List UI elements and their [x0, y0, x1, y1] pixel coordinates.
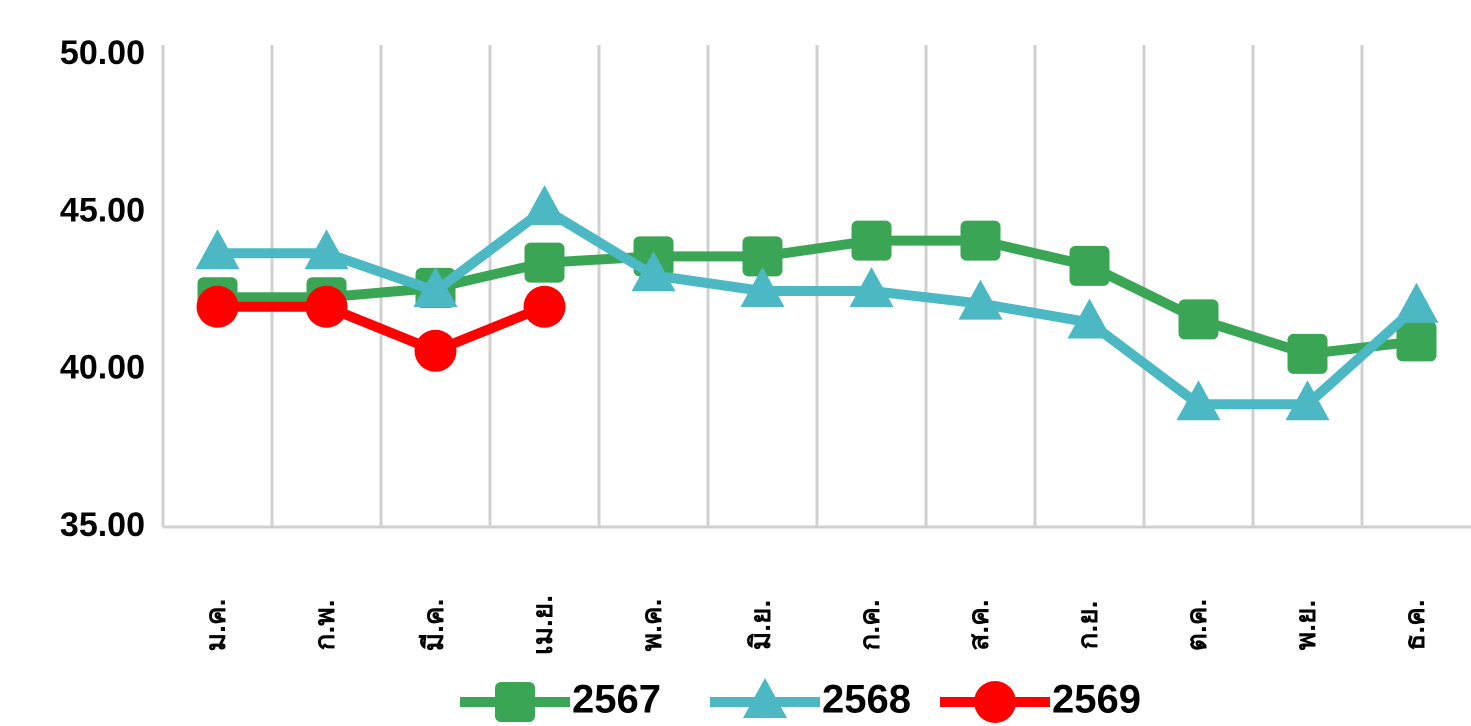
x-tick-label: ต.ค.	[1181, 599, 1212, 651]
marker	[960, 220, 1001, 261]
series-line	[217, 204, 1420, 410]
x-tick-label: ส.ค.	[963, 599, 994, 650]
marker	[523, 285, 566, 328]
x-tick-label: มิ.ย.	[745, 600, 776, 650]
marker	[414, 329, 457, 372]
y-tick-label: 45.00	[60, 191, 145, 229]
x-tick-label: พ.ย.	[1290, 600, 1321, 650]
x-tick-label: เม.ย.	[527, 595, 558, 655]
marker	[305, 285, 348, 328]
legend-label: 2567	[572, 678, 661, 722]
marker	[851, 220, 892, 261]
marker	[196, 285, 239, 328]
x-tick-label: ก.ย.	[1072, 601, 1103, 650]
marker	[974, 681, 1016, 723]
marker	[1285, 380, 1330, 421]
x-tick-label: มี.ค.	[418, 599, 449, 652]
marker	[495, 682, 535, 722]
marker	[740, 267, 785, 307]
y-tick-label: 40.00	[60, 349, 145, 387]
x-tick-label: ก.พ.	[309, 600, 340, 651]
series-line	[217, 301, 547, 356]
x-tick-label: พ.ค.	[636, 599, 667, 652]
marker	[1067, 298, 1112, 339]
x-tick-label: ธ.ค.	[1399, 599, 1430, 650]
x-tick-label: ก.ค.	[854, 599, 885, 650]
marker	[1069, 245, 1110, 286]
marker	[742, 236, 783, 277]
x-tick-label: ม.ค.	[200, 599, 231, 652]
marker	[743, 678, 787, 718]
marker	[1394, 282, 1439, 323]
marker	[413, 267, 458, 307]
marker	[849, 267, 894, 307]
legend-label: 2569	[1052, 678, 1141, 722]
marker	[1178, 299, 1219, 340]
marker	[1176, 380, 1221, 421]
marker	[1396, 321, 1437, 362]
y-tick-label: 50.00	[60, 34, 145, 72]
marker	[1287, 333, 1328, 374]
y-tick-label: 35.00	[60, 506, 145, 544]
marker	[304, 229, 349, 270]
legend-label: 2568	[822, 678, 911, 722]
marker	[195, 229, 240, 270]
marker	[524, 242, 565, 283]
marker	[522, 185, 567, 226]
marker	[631, 251, 676, 292]
marker	[958, 279, 1003, 320]
